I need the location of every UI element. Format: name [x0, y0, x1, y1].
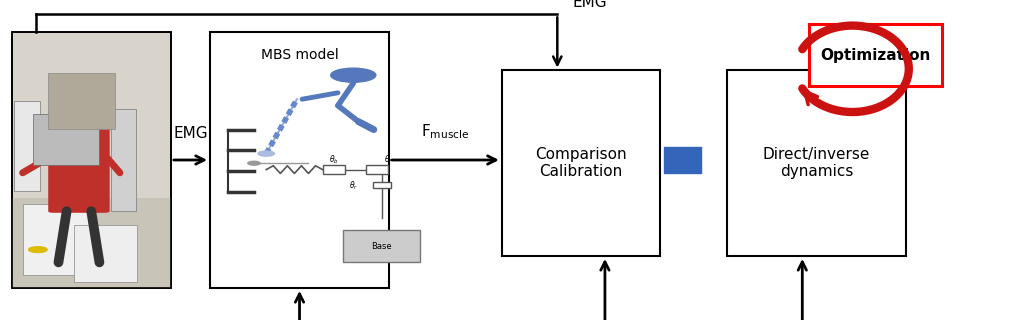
FancyBboxPatch shape	[12, 32, 171, 288]
FancyBboxPatch shape	[366, 165, 388, 174]
Circle shape	[258, 151, 274, 156]
FancyBboxPatch shape	[74, 225, 137, 282]
FancyBboxPatch shape	[502, 70, 660, 256]
Text: $\theta_r$: $\theta_r$	[349, 179, 358, 192]
FancyBboxPatch shape	[14, 101, 40, 191]
FancyBboxPatch shape	[210, 32, 389, 288]
Text: Comparison
Calibration: Comparison Calibration	[536, 147, 627, 180]
FancyBboxPatch shape	[48, 73, 115, 129]
Text: MBS model: MBS model	[261, 48, 338, 62]
Text: EMG: EMG	[572, 0, 607, 10]
Text: Direct/inverse
dynamics: Direct/inverse dynamics	[763, 147, 870, 180]
Text: Base: Base	[371, 242, 392, 251]
FancyBboxPatch shape	[23, 204, 94, 275]
Text: EMG: EMG	[173, 126, 208, 141]
FancyBboxPatch shape	[809, 24, 942, 86]
Text: $\theta_f$: $\theta_f$	[384, 154, 394, 166]
FancyBboxPatch shape	[373, 182, 391, 188]
FancyBboxPatch shape	[727, 70, 906, 256]
Circle shape	[248, 161, 260, 165]
FancyBboxPatch shape	[323, 165, 345, 174]
FancyBboxPatch shape	[12, 198, 171, 288]
FancyBboxPatch shape	[111, 109, 136, 211]
Circle shape	[331, 68, 376, 82]
Circle shape	[29, 247, 47, 252]
FancyBboxPatch shape	[48, 128, 110, 213]
Text: Optimization: Optimization	[820, 48, 931, 63]
FancyBboxPatch shape	[33, 114, 99, 165]
Text: $\theta_b$: $\theta_b$	[329, 154, 339, 166]
FancyBboxPatch shape	[343, 230, 420, 262]
Text: F$_{\rm muscle}$: F$_{\rm muscle}$	[421, 122, 470, 141]
